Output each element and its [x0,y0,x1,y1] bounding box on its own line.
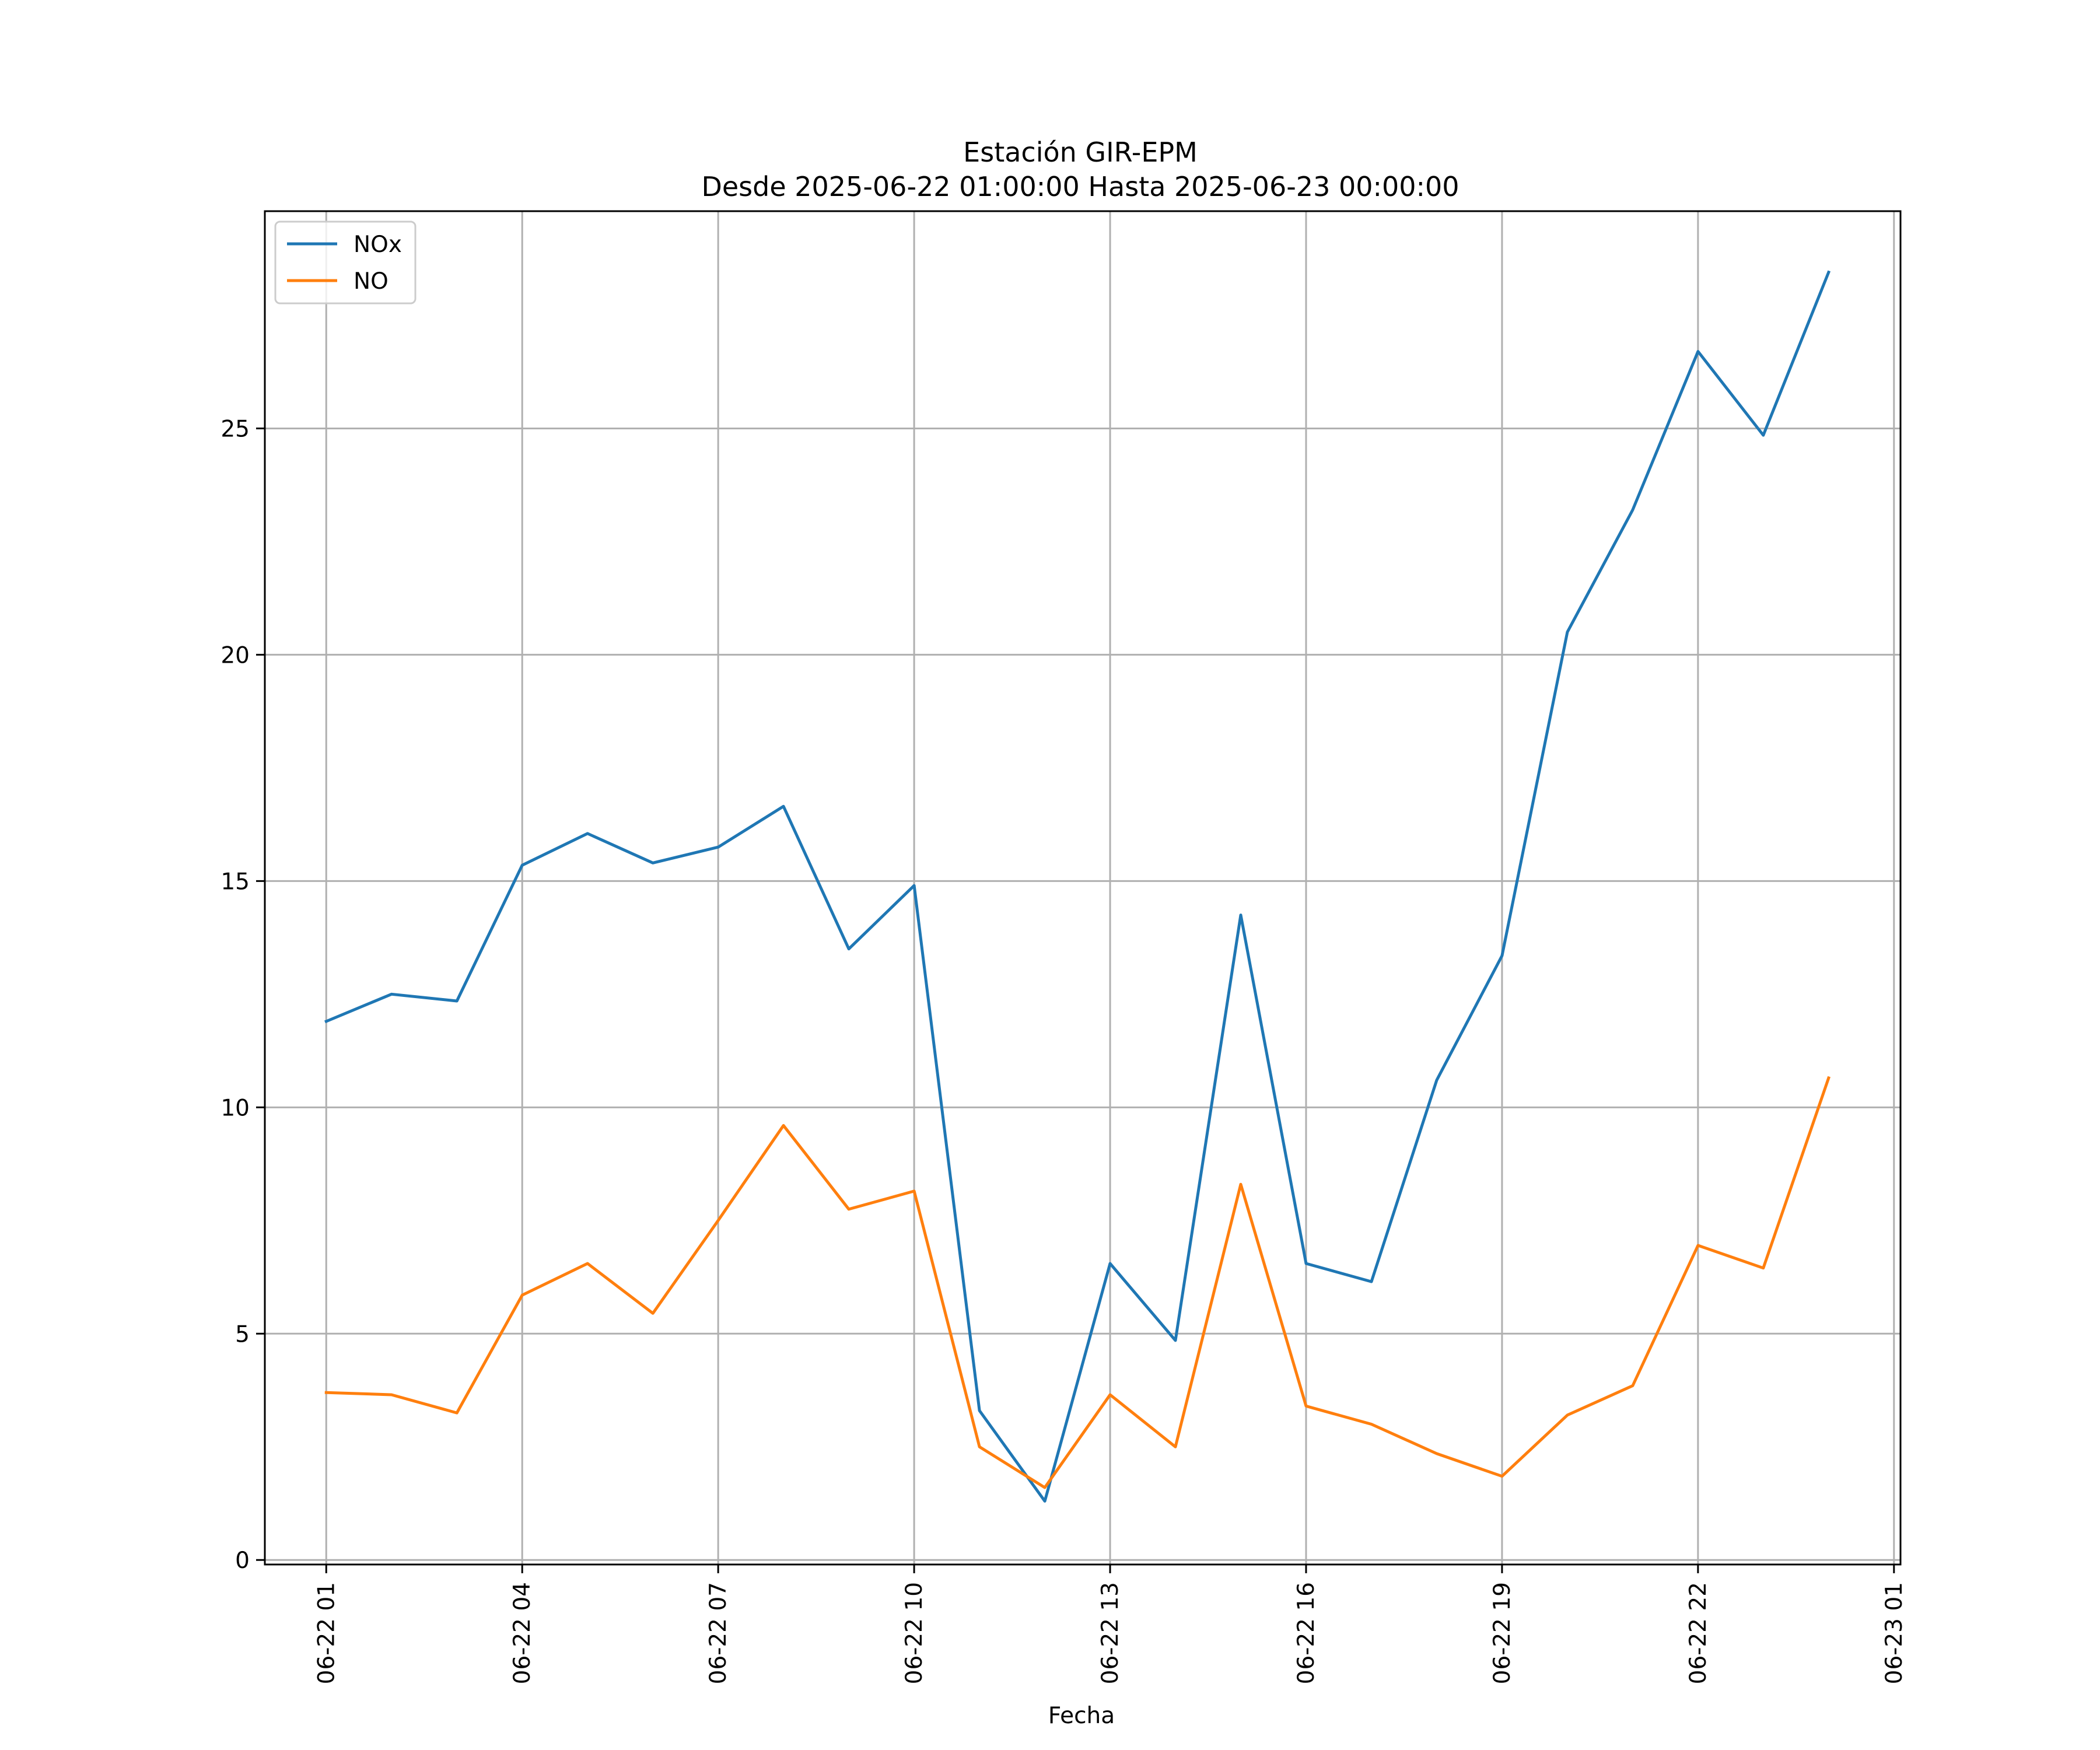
y-tick-label: 0 [235,1548,250,1574]
legend-label-no: NO [354,268,388,295]
legend-box [274,220,416,304]
x-tick-label: 06-22 07 [705,1582,732,1684]
x-tick-label: 06-23 01 [1881,1582,1908,1684]
legend: NOx NO [274,220,416,304]
axis-ticks: 06-22 01 06-22 04 06-22 07 06-22 10 06-22 13… [220,416,1907,1684]
y-tick-label: 15 [220,869,250,895]
series-line-no [324,1076,1831,1489]
x-tick-label: 06-22 19 [1489,1582,1516,1684]
series-line-nox [324,270,1831,1503]
x-tick-label: 06-22 01 [313,1582,340,1684]
plot-frame [264,210,1902,1566]
x-tick-label: 06-22 10 [901,1582,928,1684]
x-tick-label: 06-22 22 [1685,1582,1712,1684]
chart-subtitle: Desde 2025-06-22 01:00:00 Hasta 2025-06-… [701,171,1459,202]
x-tick-label: 06-22 04 [509,1582,536,1684]
series-lines [324,270,1831,1503]
y-tick-label: 20 [220,642,250,668]
x-axis-label: Fecha [1048,1703,1115,1729]
x-tick-label: 06-22 13 [1097,1582,1124,1684]
y-tick-label: 5 [235,1321,250,1348]
chart-title: Estación GIR-EPM [963,136,1198,168]
y-tick-label: 25 [220,416,250,442]
grid [265,211,1901,1564]
legend-label-nox: NOx [354,232,402,258]
x-tick-label: 06-22 16 [1293,1582,1320,1684]
y-tick-label: 10 [220,1095,250,1121]
